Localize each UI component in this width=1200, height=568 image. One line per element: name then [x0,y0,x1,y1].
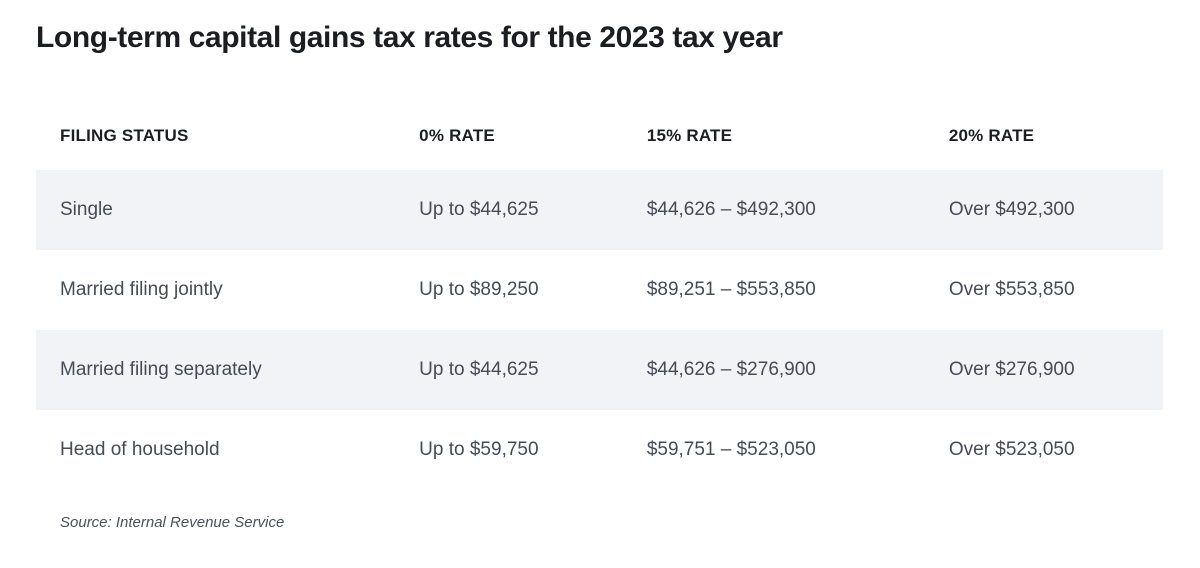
tax-rates-table: FILING STATUS 0% RATE 15% RATE 20% RATE … [36,102,1163,490]
table-row: Married filing separately Up to $44,625 $4… [36,330,1163,410]
source-note: Source: Internal Revenue Service [60,514,285,531]
rate-cell: Over $553,850 [948,279,1075,300]
rate-cell: Up to $59,750 [419,439,539,460]
rate-cell: $44,626 – $492,300 [646,170,949,250]
rate-cell: $59,751 – $523,050 [646,439,816,460]
rate-cell: Up to $44,625 [419,170,647,250]
table-body: Single Up to $44,625 $44,626 – $492,300 Ove… [36,170,1163,490]
rate-cell: $89,251 – $553,850 [646,279,816,300]
table-row: Single Up to $44,625 $44,626 – $492,300 Ove… [36,170,1163,250]
table-row: Head of household Up to $59,750 $59,751 – … [36,410,1163,490]
column-header-20-percent-rate: 20% RATE [948,126,1035,145]
page-title: Long-term capital gains tax rates for th… [36,21,783,54]
filing-status-cell: Single [36,170,420,250]
rate-cell: Over $492,300 [948,170,1163,250]
rate-cell: Up to $89,250 [419,279,539,300]
rate-cell: Over $523,050 [948,439,1075,460]
column-header-15-percent-rate: 15% RATE [646,126,733,145]
rate-cell: $44,626 – $276,900 [646,330,949,410]
table-header-row: FILING STATUS 0% RATE 15% RATE 20% RATE [36,102,1163,170]
column-header-filing-status: FILING STATUS [60,126,189,145]
table-row: Married filing jointly Up to $89,250 $89,2… [36,250,1163,330]
column-header-0-percent-rate: 0% RATE [419,126,495,145]
filing-status-cell: Married filing jointly [60,279,223,300]
filing-status-cell: Married filing separately [36,330,420,410]
rate-cell: Over $276,900 [948,330,1163,410]
rate-cell: Up to $44,625 [419,330,647,410]
filing-status-cell: Head of household [60,439,220,460]
